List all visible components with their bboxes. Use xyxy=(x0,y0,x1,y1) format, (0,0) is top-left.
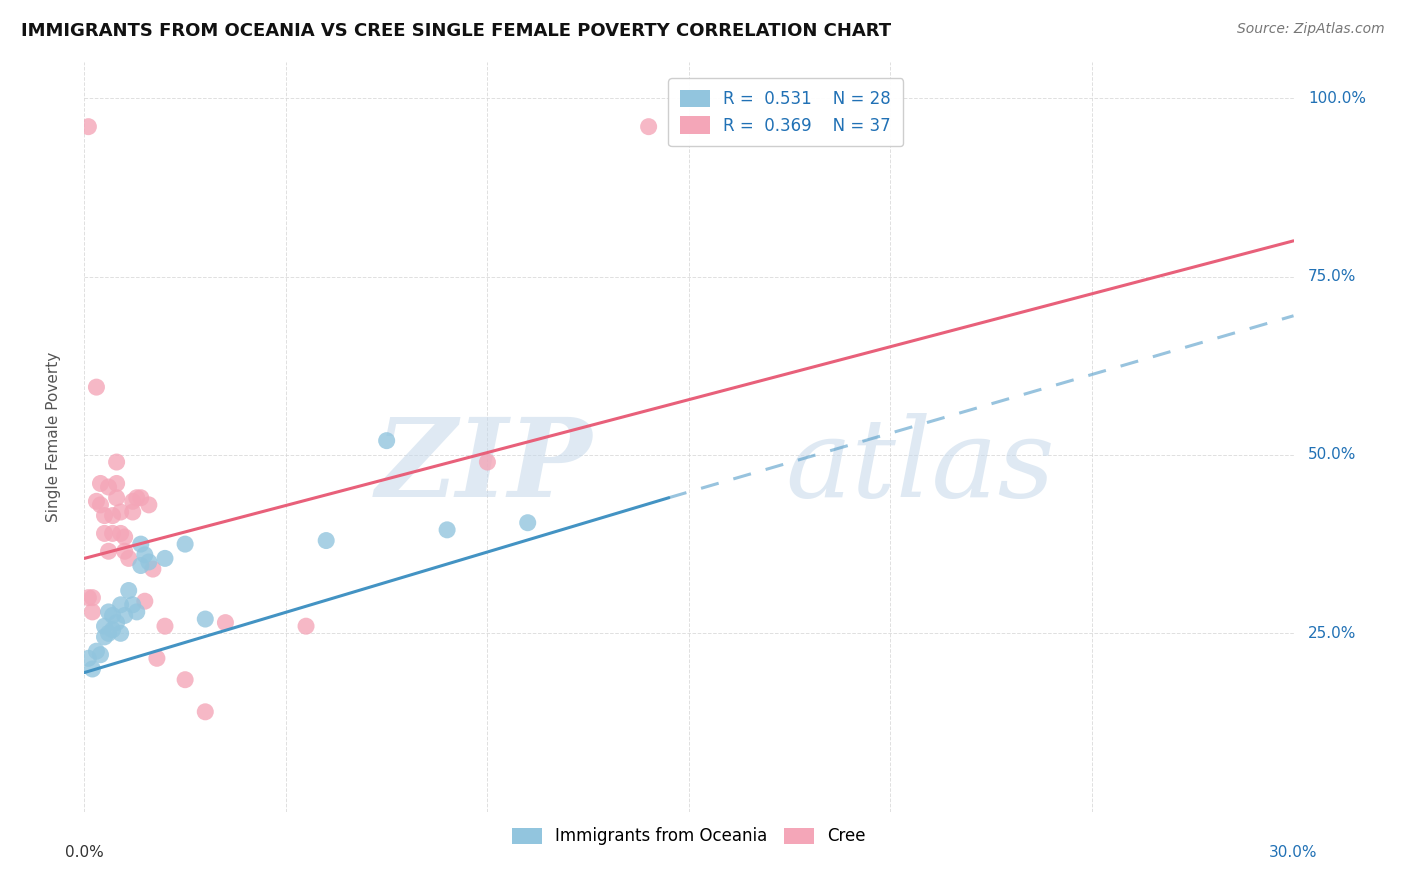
Point xyxy=(93,630,115,644)
Point xyxy=(138,498,160,512)
Point xyxy=(138,555,160,569)
Point xyxy=(101,608,124,623)
Point xyxy=(89,476,111,491)
Text: Source: ZipAtlas.com: Source: ZipAtlas.com xyxy=(1237,22,1385,37)
Point xyxy=(121,505,143,519)
Point xyxy=(114,544,136,558)
Point xyxy=(174,673,197,687)
Point xyxy=(93,526,115,541)
Point xyxy=(105,615,128,630)
Point xyxy=(295,619,318,633)
Point xyxy=(315,533,337,548)
Point xyxy=(97,480,120,494)
Text: IMMIGRANTS FROM OCEANIA VS CREE SINGLE FEMALE POVERTY CORRELATION CHART: IMMIGRANTS FROM OCEANIA VS CREE SINGLE F… xyxy=(21,22,891,40)
Point xyxy=(477,455,499,469)
Point xyxy=(125,491,148,505)
Point xyxy=(153,619,176,633)
Point xyxy=(174,537,197,551)
Point xyxy=(105,455,128,469)
Point xyxy=(93,619,115,633)
Point xyxy=(194,705,217,719)
Legend: R =  0.531    N = 28, R =  0.369    N = 37: R = 0.531 N = 28, R = 0.369 N = 37 xyxy=(668,78,903,146)
Point xyxy=(101,623,124,637)
Point xyxy=(82,605,104,619)
Point xyxy=(86,494,108,508)
Point xyxy=(110,626,132,640)
Point xyxy=(110,505,132,519)
Point xyxy=(77,651,100,665)
Point xyxy=(97,605,120,619)
Point xyxy=(129,491,152,505)
Point xyxy=(142,562,165,576)
Text: 30.0%: 30.0% xyxy=(1270,846,1317,861)
Point xyxy=(129,537,152,551)
Point xyxy=(110,598,132,612)
Point xyxy=(121,598,143,612)
Point xyxy=(118,583,141,598)
Point xyxy=(86,644,108,658)
Text: 50.0%: 50.0% xyxy=(1308,448,1357,462)
Point xyxy=(125,605,148,619)
Text: 100.0%: 100.0% xyxy=(1308,91,1367,105)
Point xyxy=(146,651,169,665)
Point xyxy=(105,476,128,491)
Point xyxy=(436,523,458,537)
Point xyxy=(153,551,176,566)
Point xyxy=(101,508,124,523)
Point xyxy=(134,548,156,562)
Text: ZIP: ZIP xyxy=(375,413,592,521)
Point xyxy=(637,120,659,134)
Point xyxy=(97,544,120,558)
Point xyxy=(194,612,217,626)
Text: 0.0%: 0.0% xyxy=(65,846,104,861)
Point xyxy=(77,120,100,134)
Point xyxy=(97,626,120,640)
Point xyxy=(77,591,100,605)
Text: atlas: atlas xyxy=(786,413,1056,521)
Point xyxy=(134,594,156,608)
Point xyxy=(82,591,104,605)
Point xyxy=(89,648,111,662)
Point xyxy=(110,526,132,541)
Y-axis label: Single Female Poverty: Single Female Poverty xyxy=(46,352,60,522)
Point xyxy=(89,498,111,512)
Point xyxy=(214,615,236,630)
Point xyxy=(105,491,128,505)
Point xyxy=(375,434,398,448)
Point xyxy=(93,508,115,523)
Point xyxy=(118,551,141,566)
Text: 75.0%: 75.0% xyxy=(1308,269,1357,284)
Point xyxy=(86,380,108,394)
Text: 25.0%: 25.0% xyxy=(1308,626,1357,640)
Point xyxy=(129,558,152,573)
Point xyxy=(82,662,104,676)
Point xyxy=(516,516,538,530)
Point xyxy=(114,530,136,544)
Point xyxy=(114,608,136,623)
Point xyxy=(121,494,143,508)
Point xyxy=(101,526,124,541)
